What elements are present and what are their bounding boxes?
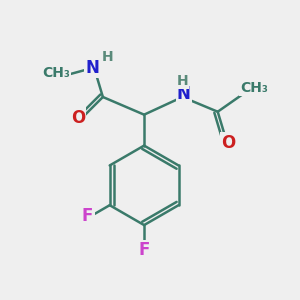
Text: N: N (85, 58, 100, 76)
Text: O: O (71, 109, 85, 127)
Text: O: O (221, 134, 235, 152)
Text: N: N (177, 85, 191, 103)
Text: CH₃: CH₃ (241, 81, 268, 95)
Text: F: F (82, 207, 93, 225)
Text: H: H (177, 74, 188, 88)
Text: F: F (138, 241, 150, 259)
Text: H: H (101, 50, 113, 64)
Text: CH₃: CH₃ (42, 66, 70, 80)
